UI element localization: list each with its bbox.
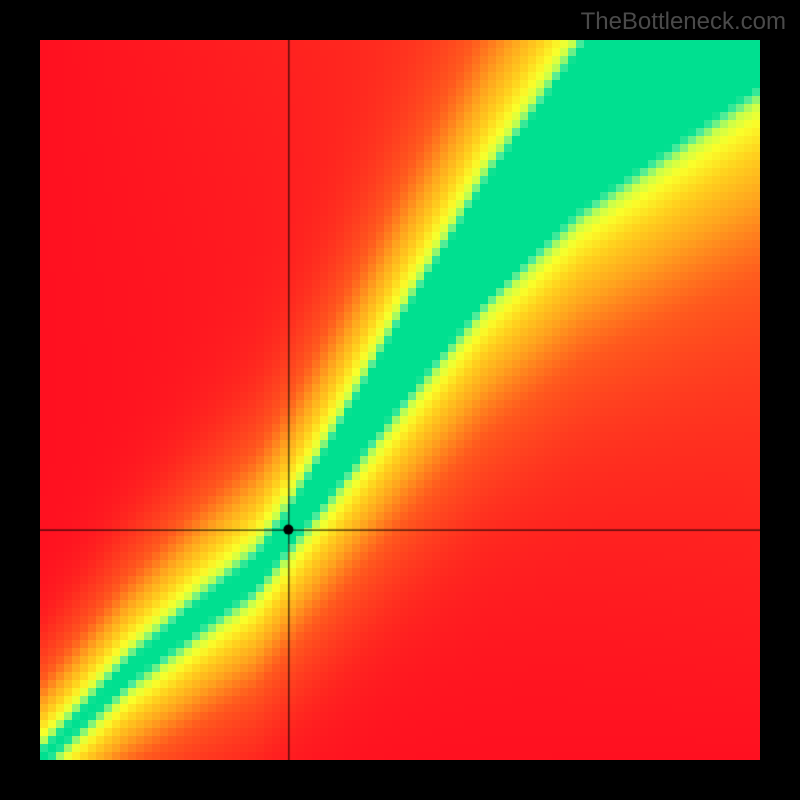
watermark-text: TheBottleneck.com [581,8,786,36]
heatmap-overlay [40,40,760,760]
